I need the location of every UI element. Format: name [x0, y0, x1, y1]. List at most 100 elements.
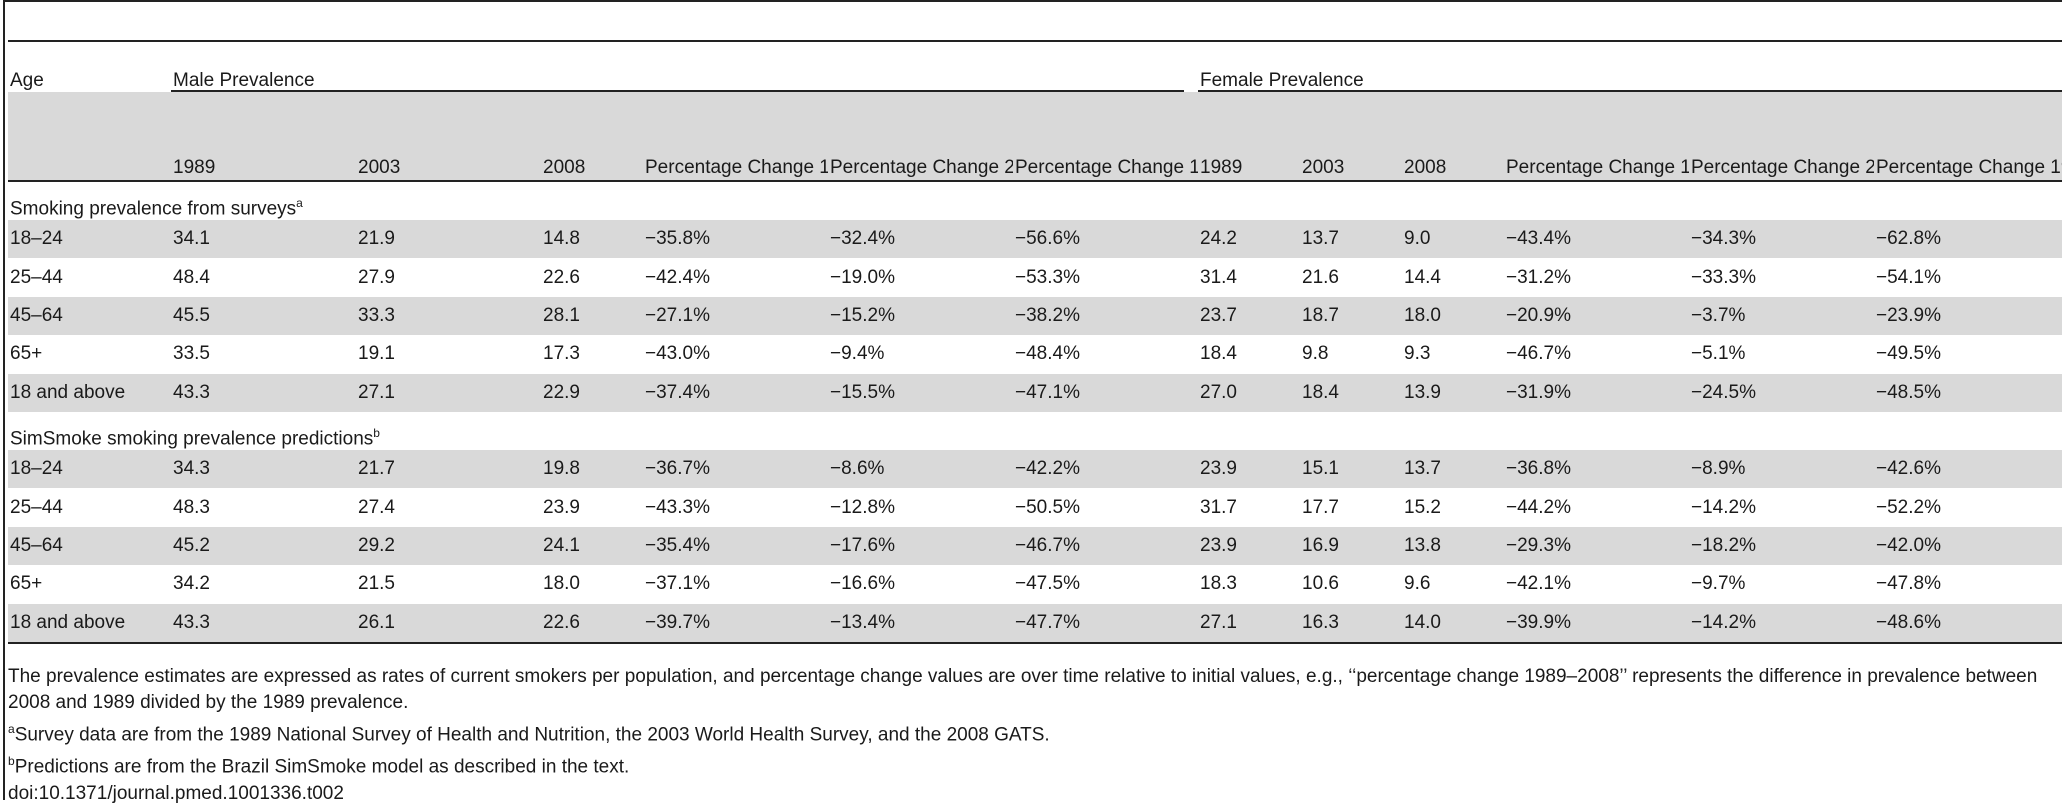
table-cell: −47.1% [1013, 373, 1198, 412]
table-cell: −17.6% [828, 526, 1013, 566]
table-cell: −48.6% [1874, 603, 2062, 644]
table-cell: −8.6% [828, 449, 1013, 489]
table-cell: −42.2% [1013, 449, 1198, 489]
table-cell: 29.2 [356, 526, 541, 566]
table-cell: 18.7 [1300, 296, 1402, 336]
column-header: 1989 [171, 92, 356, 181]
table-cell: −56.6% [1013, 220, 1198, 259]
table-cell: −52.2% [1876, 496, 1941, 518]
table-cell: 22.6 [541, 603, 643, 644]
table-cell: 21.7 [356, 449, 541, 489]
table-row: 45–64 45.2 29.2 24.1 −35.4% −17.6% −46.7% 23.9 1… [8, 526, 2062, 566]
table-row: 25–44 48.3 27.4 23.9 −43.3% −12.8% −50.5% 31.7 1… [8, 488, 2062, 526]
table-cell: −15.2% [828, 296, 1013, 336]
table-cell: 14.8 [541, 220, 643, 259]
survey-section: Smoking prevalence from surveysa 18–24 34.… [8, 181, 2062, 412]
table-cell: 13.7 [1300, 220, 1402, 259]
table-cell: 33.3 [356, 296, 541, 336]
table-cell: −18.2% [1689, 526, 1874, 566]
table-cell: −47.7% [1013, 603, 1198, 644]
table-cell: −53.3% [1015, 266, 1080, 288]
column-header: 2008 [1402, 92, 1504, 181]
column-header: Percentage Change 2003–2008 [1689, 92, 1874, 181]
table-cell: −47.8% [1876, 573, 1941, 595]
table-cell: −29.3% [1504, 526, 1689, 566]
table-cell: 43.3 [171, 603, 356, 644]
table-cell: 31.4 [1200, 266, 1237, 288]
table-row: 45–64 45.5 33.3 28.1 −27.1% −15.2% −38.2% 23.7 1… [8, 296, 2062, 336]
table-cell: 18.4 [1200, 343, 1237, 365]
table-cell: 23.9 [1198, 526, 1300, 566]
table-cell: 24.2 [1198, 220, 1300, 259]
column-header: 2003 [356, 92, 541, 181]
table-cell: 27.9 [358, 266, 395, 288]
table-cell: −27.1% [643, 296, 828, 336]
table-cell: 48.4 [173, 266, 210, 288]
table-cell: 9.8 [1302, 343, 1329, 365]
table-cell: −35.4% [643, 526, 828, 566]
table-cell: 45.5 [171, 296, 356, 336]
table-cell: 17.7 [1302, 496, 1339, 518]
table-cell: 13.7 [1402, 449, 1504, 489]
table-cell: 13.8 [1402, 526, 1504, 566]
table-cell: 16.9 [1300, 526, 1402, 566]
table-cell: −31.2% [1506, 266, 1571, 288]
age-cell: 45–64 [8, 296, 171, 336]
column-header-row: 1989 2003 2008 Percentage Change 1989–20… [8, 92, 2062, 181]
table-row: 25–44 48.4 27.9 22.6 −42.4% −19.0% −53.3% 31.4 2… [8, 258, 2062, 296]
section-title-row: SimSmoke smoking prevalence predictionsb [8, 412, 2062, 450]
table-cell: −37.1% [645, 573, 710, 595]
table-cell: −62.8% [1874, 220, 2062, 259]
table-cell: 9.3 [1404, 343, 1431, 365]
footnote-a: aSurvey data are from the 1989 National … [8, 722, 1050, 746]
table-cell: −16.6% [830, 573, 895, 595]
table-cell: 33.5 [173, 343, 210, 365]
table-cell: −49.5% [1876, 343, 1941, 365]
table-row: 65+ 33.5 19.1 17.3 −43.0% −9.4% −48.4% 18.4 9.8 9… [8, 335, 2062, 373]
table-cell: −46.7% [1013, 526, 1198, 566]
table-cell: 27.4 [358, 496, 395, 518]
table-cell: −42.6% [1874, 449, 2062, 489]
table-cell: −33.3% [1691, 266, 1756, 288]
table-cell: 13.9 [1402, 373, 1504, 412]
table-cell: −19.0% [830, 266, 895, 288]
table-cell: −36.7% [643, 449, 828, 489]
group-header-row: Age Male Prevalence Female Prevalence [8, 56, 2062, 92]
table-cell: 23.7 [1198, 296, 1300, 336]
table-cell: −44.2% [1506, 496, 1571, 518]
table-cell: 34.1 [171, 220, 356, 259]
table-cell: 28.1 [541, 296, 643, 336]
column-header: Percentage Change 1989–2003 [1504, 92, 1689, 181]
table-cell: 10.6 [1302, 573, 1339, 595]
header-top-rule [8, 40, 2062, 42]
table-cell: −42.0% [1874, 526, 2062, 566]
table-cell: −12.8% [830, 496, 895, 518]
table-cell: −38.2% [1013, 296, 1198, 336]
table-cell: −42.1% [1506, 573, 1571, 595]
table-cell: −43.0% [645, 343, 710, 365]
section-title: Smoking prevalence from surveysa [10, 195, 303, 219]
table-row: 18–24 34.1 21.9 14.8 −35.8% −32.4% −56.6% 24.2 1… [8, 220, 2062, 259]
age-cell: 45–64 [8, 526, 171, 566]
table-cell: 45.2 [171, 526, 356, 566]
table-cell: −48.5% [1874, 373, 2062, 412]
table-cell: −31.9% [1504, 373, 1689, 412]
column-header: 2008 [541, 92, 643, 181]
table-cell: 22.9 [541, 373, 643, 412]
table-cell: −35.8% [643, 220, 828, 259]
column-header: Percentage Change 1989–2008 [1013, 92, 1198, 181]
table-cell: 18.0 [543, 573, 580, 595]
table-cell: 21.5 [358, 573, 395, 595]
table-cell: 19.8 [541, 449, 643, 489]
column-header: Percentage Change 1989–2003 [643, 92, 828, 181]
table-cell: 23.9 [1198, 449, 1300, 489]
table-cell: 21.9 [356, 220, 541, 259]
table-cell: −39.7% [643, 603, 828, 644]
table-cell: 15.1 [1300, 449, 1402, 489]
table-cell: 43.3 [171, 373, 356, 412]
table-cell: −39.9% [1504, 603, 1689, 644]
table-cell: 21.6 [1302, 266, 1339, 288]
age-cell: 25–44 [10, 266, 63, 288]
table-cell: 27.0 [1198, 373, 1300, 412]
